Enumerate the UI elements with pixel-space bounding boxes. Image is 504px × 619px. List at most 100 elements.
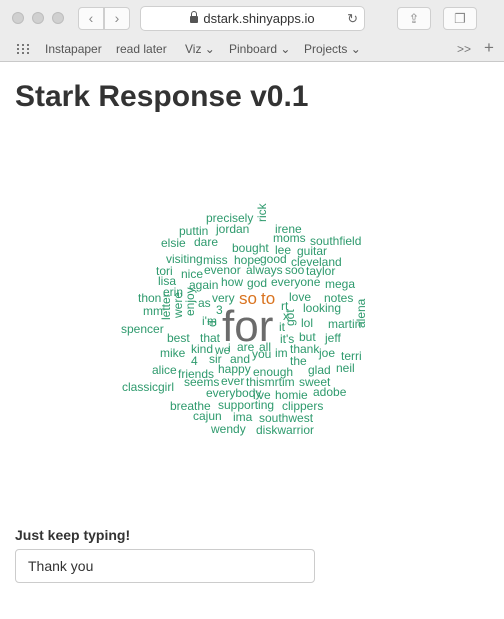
word-cloud-word: x — [283, 309, 289, 323]
address-bar[interactable]: dstark.shinyapps.io ↻ — [140, 6, 365, 31]
word-cloud-word: martin — [328, 317, 361, 331]
word-cloud-word: cleveland — [291, 255, 342, 269]
word-cloud-word: best — [167, 331, 190, 345]
word-cloud-word: glad — [308, 363, 331, 377]
word-cloud-word: god — [247, 276, 267, 290]
word-cloud-word: bought — [232, 241, 269, 255]
word-cloud-word: good — [260, 252, 287, 266]
word-cloud-word: rick — [255, 202, 269, 222]
chevron-right-icon: › — [114, 10, 120, 26]
grid-icon[interactable] — [17, 44, 29, 54]
tabs-icon: ❐ — [454, 11, 466, 26]
bookmark-pinboard[interactable]: Pinboard ⌄ — [229, 42, 290, 56]
chevron-down-icon: ⌄ — [204, 42, 215, 56]
tabs-button[interactable]: ❐ — [443, 7, 477, 30]
word-cloud-word: irene — [275, 222, 302, 236]
word-cloud-word: happy — [218, 362, 251, 376]
word-cloud-word: homie — [275, 388, 308, 402]
word-cloud-word: as — [198, 296, 211, 310]
word-cloud-word: very — [212, 291, 235, 305]
word-cloud-word: i'm — [202, 314, 217, 328]
word-cloud-word: enjoy — [183, 287, 197, 316]
word-cloud-word: kind — [191, 342, 213, 356]
word-cloud-word: were — [171, 292, 185, 319]
word-cloud-word: d — [205, 320, 219, 327]
bookmark-projects[interactable]: Projects ⌄ — [304, 42, 361, 56]
input-label: Just keep typing! — [15, 527, 131, 543]
word-cloud-word: ever — [221, 374, 244, 388]
word-cloud-word: always — [246, 263, 283, 277]
word-cloud-word: terri — [341, 349, 362, 363]
word-cloud-word: again — [189, 278, 218, 292]
word-cloud-word: elsie — [161, 236, 186, 250]
word-cloud-word: diskwarrior — [256, 423, 314, 437]
word-cloud-word: and — [230, 352, 250, 366]
word-cloud-word: letter — [159, 293, 173, 320]
word-cloud-word: visiting — [166, 252, 203, 266]
word-cloud-word: breathe — [170, 399, 211, 413]
zoom-window-dot[interactable] — [52, 12, 64, 24]
word-cloud-word: 3 — [216, 303, 223, 317]
forward-button[interactable]: › — [104, 7, 130, 30]
close-window-dot[interactable] — [12, 12, 24, 24]
bookmarks-overflow-button[interactable]: >> — [457, 42, 472, 56]
word-cloud-word: you — [252, 347, 271, 361]
word-cloud-word: so — [239, 289, 257, 308]
word-cloud-word: that — [200, 331, 221, 345]
word-cloud-word: jeff — [324, 331, 341, 345]
word-cloud-word: it — [279, 320, 286, 334]
minimize-window-dot[interactable] — [32, 12, 44, 24]
word-cloud-word: cajun — [193, 409, 222, 423]
word-cloud-word: are — [237, 340, 255, 354]
word-cloud-word: i — [228, 341, 231, 355]
word-cloud-word: lee — [275, 243, 291, 257]
word-cloud-word: moms — [273, 231, 306, 245]
word-cloud-word: mm — [143, 304, 163, 318]
word-cloud-word: dare — [194, 235, 218, 249]
new-tab-button[interactable]: + — [484, 38, 494, 57]
word-cloud-word: ima — [233, 410, 253, 424]
word-cloud-word: mike — [160, 346, 186, 360]
word-cloud-word: all — [259, 340, 271, 354]
word-cloud-word: thon — [138, 291, 161, 305]
bookmark-instapaper[interactable]: Instapaper — [45, 42, 102, 56]
word-cloud-word: sir — [209, 352, 222, 366]
word-cloud-word: miss — [203, 253, 228, 267]
word-cloud-word: mega — [325, 277, 355, 291]
word-cloud-word: thank — [290, 342, 320, 356]
word-cloud-word: adobe — [313, 385, 347, 399]
word-cloud-word: lisa — [158, 274, 176, 288]
word-cloud-word: erin — [163, 285, 183, 299]
word-cloud-word: looking — [303, 301, 341, 315]
word-cloud-word: hope — [234, 253, 261, 267]
text-input[interactable] — [15, 549, 315, 583]
word-cloud-word: got — [283, 309, 297, 326]
word-cloud-word: 4 — [191, 354, 198, 368]
word-cloud-word: jordan — [215, 222, 249, 236]
word-cloud-word: rt — [281, 299, 289, 313]
browser-toolbar: ‹ › dstark.shinyapps.io ↻ ⇪ ❐ — [0, 0, 504, 37]
word-cloud-word: thismrtim — [246, 375, 295, 389]
share-button[interactable]: ⇪ — [397, 7, 431, 30]
word-cloud-word: taylor — [306, 264, 335, 278]
word-cloud-word: spencer — [121, 322, 164, 336]
word-cloud-word: supporting — [218, 398, 274, 412]
word-cloud-word: nice — [181, 267, 203, 281]
bookmarks-bar: Instapaper read later Viz ⌄ Pinboard ⌄ P… — [0, 38, 504, 60]
word-cloud-word: guitar — [297, 244, 327, 258]
chevron-down-icon: ⌄ — [350, 42, 361, 56]
word-cloud-word: we — [214, 343, 231, 357]
back-button[interactable]: ‹ — [78, 7, 104, 30]
word-cloud-word: friends — [178, 367, 214, 381]
reload-icon[interactable]: ↻ — [347, 11, 358, 26]
word-cloud-word: soo — [285, 263, 305, 277]
bookmark-read-later[interactable]: read later — [116, 42, 167, 56]
bookmark-viz-label: Viz — [185, 42, 202, 56]
bookmark-viz[interactable]: Viz ⌄ — [185, 42, 215, 56]
address-text: dstark.shinyapps.io — [203, 11, 315, 26]
share-icon: ⇪ — [408, 11, 420, 26]
word-cloud-word: classicgirl — [122, 380, 174, 394]
word-cloud-word: evenor — [204, 263, 241, 277]
word-cloud-word: lol — [301, 316, 313, 330]
